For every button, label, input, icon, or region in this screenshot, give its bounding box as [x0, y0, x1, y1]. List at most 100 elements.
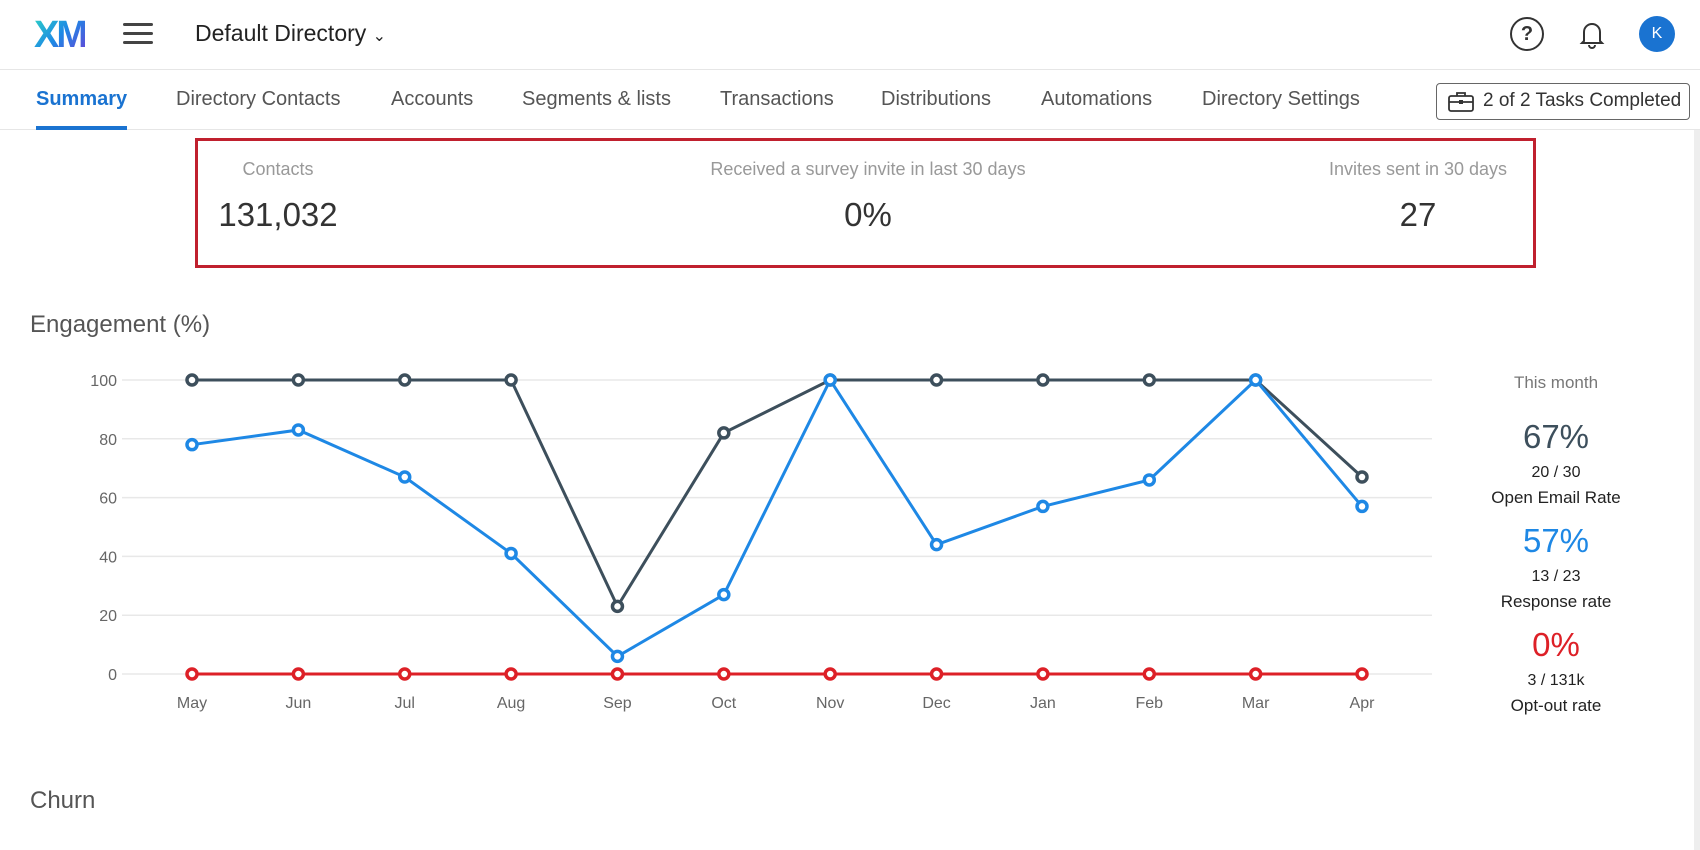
- scrollbar[interactable]: [1694, 130, 1700, 850]
- data-point[interactable]: [185, 437, 199, 452]
- tasks-completed-button[interactable]: 2 of 2 Tasks Completed: [1436, 83, 1690, 120]
- y-tick-label: 40: [99, 549, 117, 566]
- x-tick-label: Oct: [711, 695, 736, 712]
- data-point[interactable]: [1248, 667, 1263, 681]
- tab-accounts[interactable]: Accounts: [391, 88, 474, 110]
- stat-label: Received a survey invite in last 30 days: [710, 159, 1026, 179]
- directory-selector[interactable]: Default Directory ⌄: [195, 20, 386, 47]
- data-point[interactable]: [929, 537, 944, 552]
- data-point[interactable]: [1142, 473, 1157, 487]
- tab-distributions[interactable]: Distributions: [881, 88, 992, 110]
- data-point[interactable]: [1355, 470, 1369, 484]
- stat-survey-invite: Received a survey invite in last 30 days…: [618, 159, 1118, 234]
- x-tick-label: Feb: [1135, 695, 1163, 712]
- series-line: [192, 378, 1364, 610]
- tab-transactions[interactable]: Transactions: [720, 88, 834, 110]
- metric-ratio: 20 / 30: [1531, 464, 1581, 481]
- metric-label: Response rate: [1500, 592, 1612, 611]
- stat-label: Invites sent in 30 days: [1328, 159, 1508, 179]
- data-point[interactable]: [397, 667, 412, 681]
- data-point[interactable]: [185, 667, 199, 681]
- tasks-label: 2 of 2 Tasks Completed: [1483, 90, 1682, 111]
- stat-label: Contacts: [242, 159, 314, 179]
- this-month-metric: 57% 13 / 23 Response rate: [1456, 522, 1656, 612]
- metric-percent: 57%: [1522, 522, 1590, 559]
- engagement-title: Engagement (%): [30, 311, 211, 338]
- y-tick-label: 20: [99, 608, 117, 625]
- chevron-down-icon: ⌄: [372, 28, 387, 45]
- churn-title: Churn: [30, 787, 96, 814]
- data-point[interactable]: [397, 470, 412, 484]
- x-tick-label: Aug: [497, 695, 525, 712]
- x-tick-label: Apr: [1350, 695, 1376, 712]
- data-point[interactable]: [504, 546, 518, 561]
- stats-summary-box: Contacts 131,032 Received a survey invite…: [195, 138, 1536, 268]
- metric-ratio: 3 / 131k: [1527, 672, 1585, 689]
- this-month-title: This month: [1513, 373, 1599, 392]
- x-tick-label: Jul: [395, 695, 415, 712]
- metric-percent: 67%: [1522, 418, 1590, 455]
- help-icon[interactable]: ?: [1510, 17, 1544, 51]
- data-point[interactable]: [610, 599, 625, 614]
- stat-contacts: Contacts 131,032: [198, 159, 358, 234]
- tab-automations[interactable]: Automations: [1041, 88, 1153, 110]
- x-tick-label: Dec: [922, 695, 950, 712]
- data-point[interactable]: [929, 667, 944, 681]
- data-point[interactable]: [291, 667, 306, 681]
- tab-segments-lists[interactable]: Segments & lists: [522, 88, 671, 110]
- this-month-metric: 67% 20 / 30 Open Email Rate: [1456, 418, 1656, 508]
- x-tick-label: Jun: [285, 695, 311, 712]
- metric-percent: 0%: [1532, 626, 1580, 663]
- data-point[interactable]: [610, 667, 625, 681]
- data-point[interactable]: [1036, 667, 1050, 681]
- tab-summary[interactable]: Summary: [36, 88, 128, 130]
- bell-icon[interactable]: [1575, 17, 1609, 51]
- data-point[interactable]: [291, 423, 306, 437]
- tab-directory-contacts[interactable]: Directory Contacts: [176, 88, 341, 110]
- this-month-metric: 0% 3 / 131k Opt-out rate: [1456, 626, 1656, 716]
- stat-invites-sent: Invites sent in 30 days 27: [1308, 159, 1528, 234]
- top-header: XM Default Directory ⌄ ? K: [0, 0, 1700, 70]
- briefcase-icon: [1448, 92, 1474, 112]
- stat-value: 0%: [844, 196, 892, 233]
- menu-icon[interactable]: [123, 23, 153, 45]
- data-point[interactable]: [1142, 667, 1157, 681]
- metric-ratio: 13 / 23: [1531, 568, 1581, 585]
- metric-label: Opt-out rate: [1510, 696, 1602, 715]
- y-tick-label: 60: [99, 491, 117, 508]
- data-point[interactable]: [1036, 373, 1050, 387]
- y-tick-label: 80: [99, 432, 117, 449]
- stat-value: 27: [1399, 196, 1437, 233]
- data-point[interactable]: [1248, 373, 1263, 387]
- data-point[interactable]: [929, 373, 944, 387]
- x-tick-label: Nov: [816, 695, 844, 712]
- tab-directory-settings[interactable]: Directory Settings: [1202, 88, 1360, 110]
- data-point[interactable]: [823, 667, 837, 681]
- y-tick-label: 0: [108, 667, 117, 684]
- y-tick-label: 100: [90, 373, 117, 390]
- data-point[interactable]: [717, 426, 731, 440]
- data-point[interactable]: [717, 667, 731, 681]
- data-point[interactable]: [504, 373, 518, 387]
- tab-bar: Summary Directory Contacts Accounts Segm…: [0, 70, 1700, 130]
- data-point[interactable]: [823, 373, 837, 387]
- avatar[interactable]: K: [1639, 16, 1675, 52]
- x-tick-label: Mar: [1242, 695, 1270, 712]
- x-tick-label: Jan: [1030, 695, 1056, 712]
- x-tick-label: May: [177, 695, 207, 712]
- xm-logo[interactable]: XM: [34, 14, 88, 56]
- data-point[interactable]: [610, 649, 625, 664]
- data-point[interactable]: [1355, 499, 1369, 514]
- data-point[interactable]: [1355, 667, 1369, 681]
- data-point[interactable]: [185, 373, 199, 387]
- data-point[interactable]: [717, 587, 731, 602]
- data-point[interactable]: [291, 373, 306, 387]
- series-line: [191, 376, 1364, 659]
- data-point[interactable]: [1142, 373, 1157, 387]
- metric-label: Open Email Rate: [1491, 488, 1621, 507]
- directory-name: Default Directory: [195, 20, 367, 46]
- data-point[interactable]: [1036, 499, 1050, 514]
- data-point[interactable]: [397, 373, 412, 387]
- data-point[interactable]: [504, 667, 518, 681]
- x-tick-label: Sep: [603, 695, 632, 712]
